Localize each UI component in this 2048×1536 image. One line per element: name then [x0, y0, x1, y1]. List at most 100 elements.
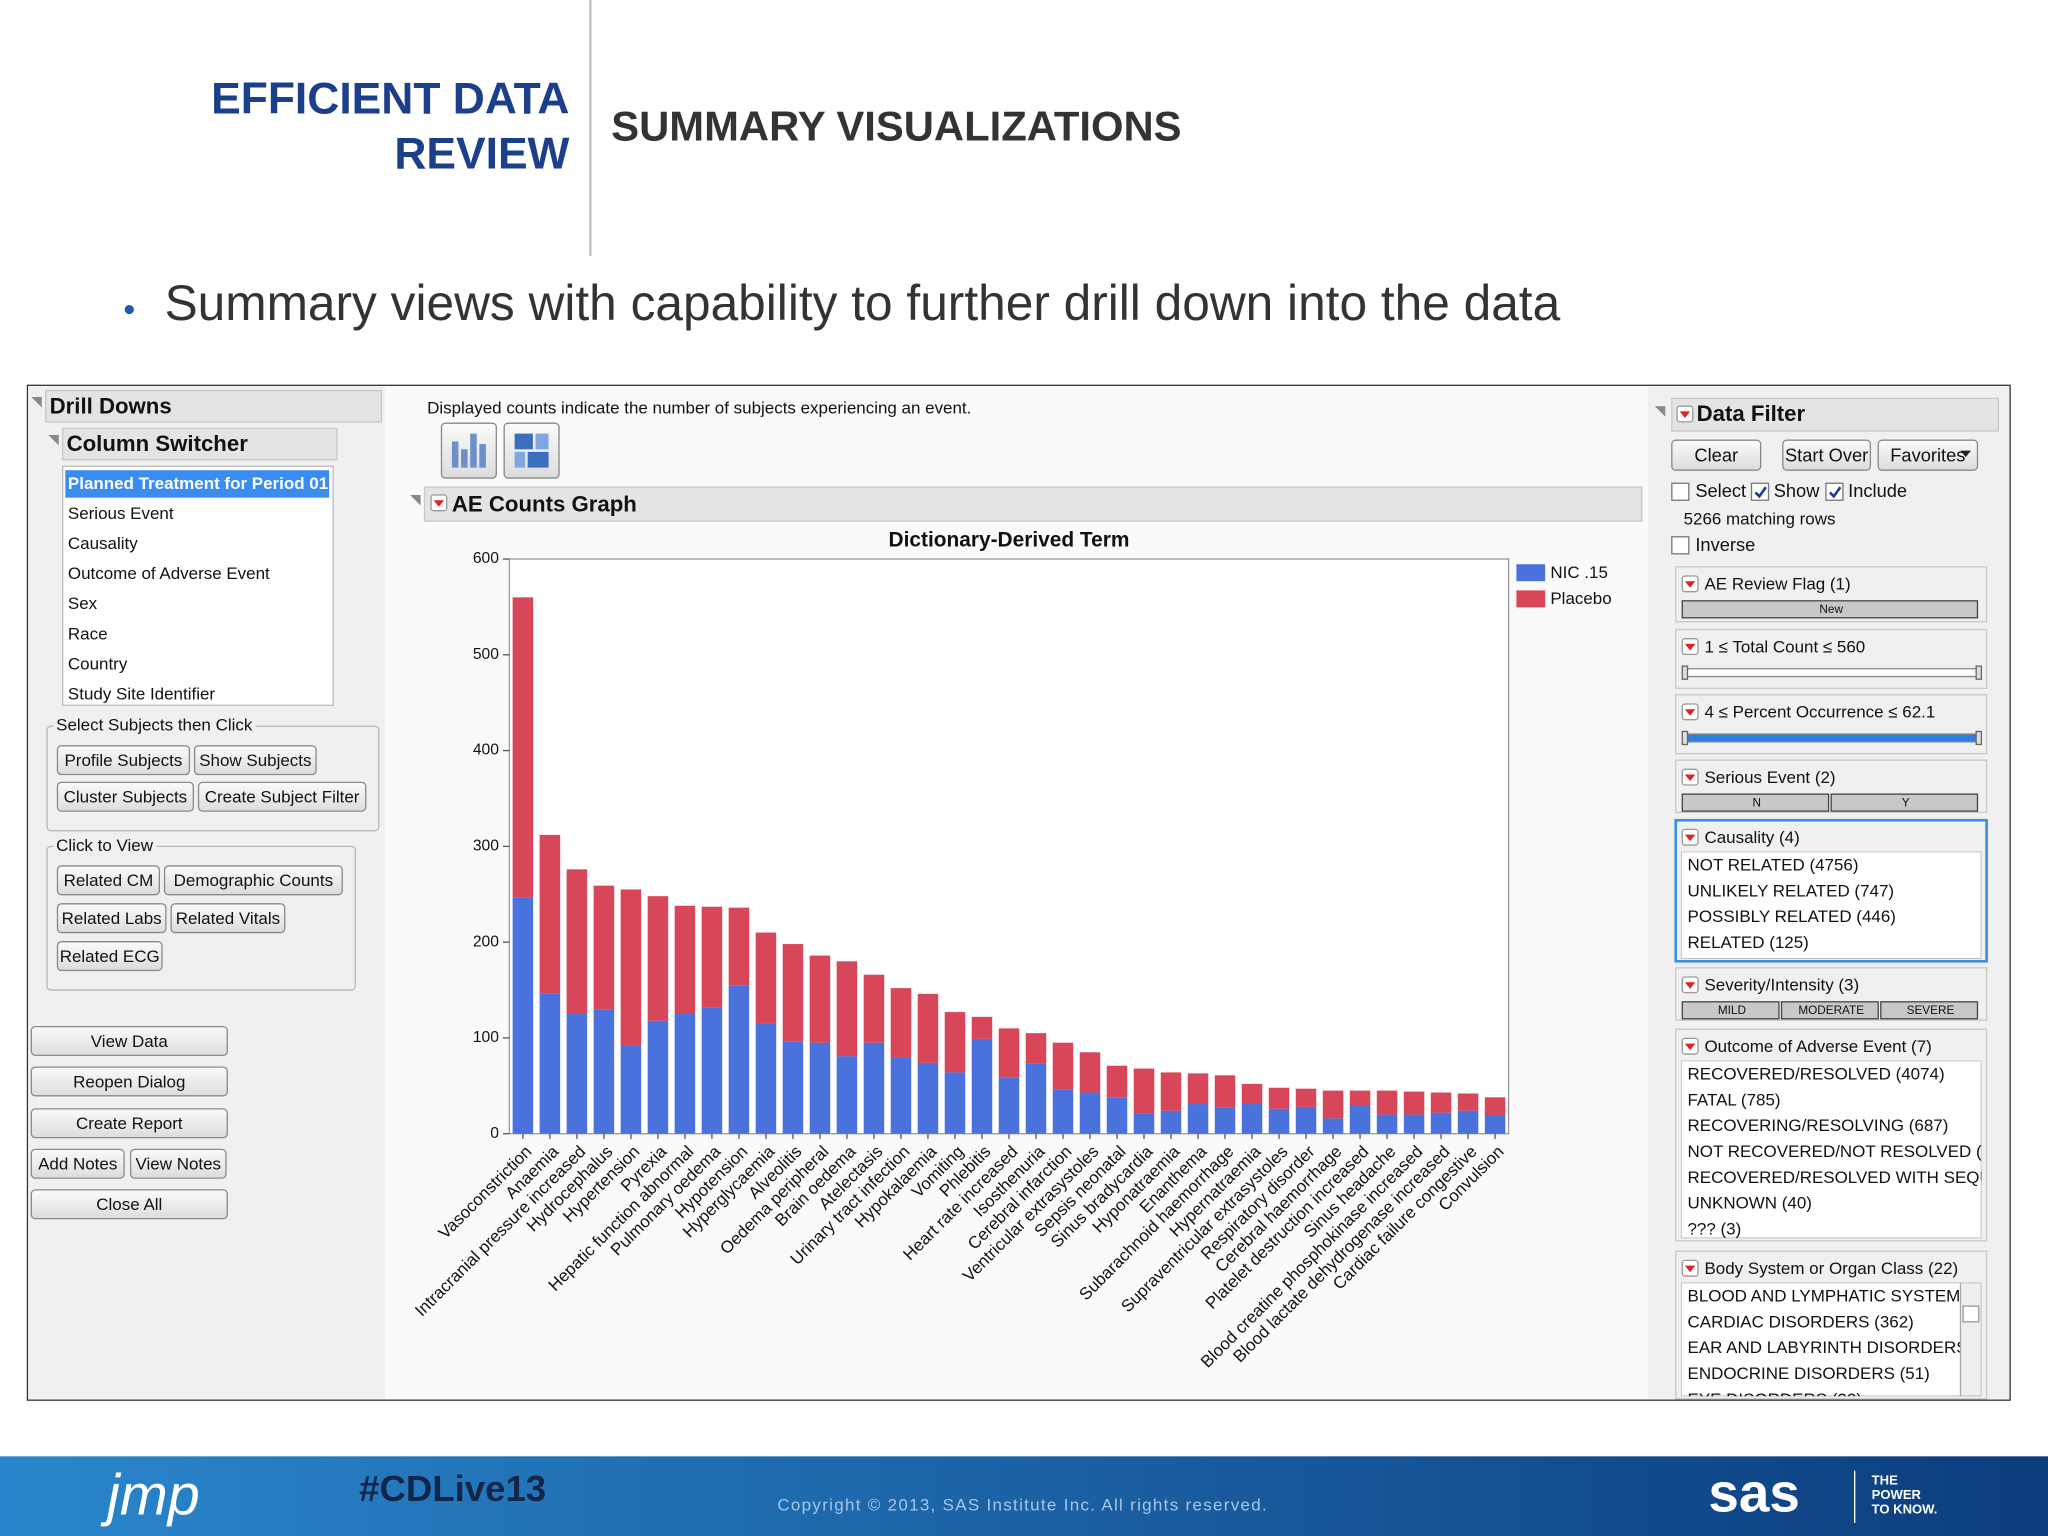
- checkbox[interactable]: [1750, 482, 1770, 501]
- bar-segment: [1160, 1072, 1182, 1111]
- list-viewport: BLOOD AND LYMPHATIC SYSTEM CARDIAC DISORD…: [1680, 1282, 1982, 1397]
- filter-title: Outcome of Adverse Event (7): [1704, 1037, 1931, 1056]
- bar-segment: [674, 905, 696, 1014]
- button[interactable]: Profile Subjects: [56, 745, 191, 776]
- button[interactable]: Related Labs: [56, 903, 167, 934]
- button[interactable]: Demographic Counts: [163, 865, 343, 896]
- slider-handle[interactable]: [1975, 665, 1983, 680]
- bar-segment: [755, 1023, 777, 1134]
- button[interactable]: Clear: [1671, 439, 1762, 471]
- level-label: MODERATE: [1798, 1004, 1864, 1017]
- button-label: Add Notes: [38, 1155, 117, 1174]
- list-item: Race: [68, 624, 108, 643]
- button[interactable]: Cluster Subjects: [56, 781, 194, 812]
- scroll-thumb[interactable]: [1962, 1305, 1980, 1323]
- bar-segment: [1484, 1115, 1506, 1134]
- checkbox[interactable]: [1825, 482, 1844, 501]
- button[interactable]: Add Notes: [30, 1148, 125, 1179]
- bar-segment: [566, 1013, 588, 1134]
- level-button[interactable]: [1681, 600, 1979, 619]
- menu-arrow[interactable]: [433, 500, 445, 507]
- y-tick-label: 0: [490, 1125, 499, 1142]
- bar-segment: [1214, 1107, 1236, 1134]
- bar-segment: [1106, 1065, 1128, 1098]
- section-title: Column Switcher: [67, 431, 249, 456]
- collapse-icon[interactable]: [1654, 406, 1666, 417]
- bar-segment: [701, 906, 723, 1008]
- button[interactable]: Create Subject Filter: [197, 781, 367, 812]
- filter-title: 4 ≤ Percent Occurrence ≤ 62.1: [1704, 703, 1935, 722]
- bar-segment: [809, 1042, 831, 1134]
- slider-handle[interactable]: [1681, 730, 1689, 746]
- bar-chart-icon[interactable]: [440, 422, 497, 479]
- slide-subtitle: SUMMARY VISUALIZATIONS: [611, 102, 1181, 149]
- button[interactable]: Favorites: [1877, 439, 1979, 471]
- bar-segment: [647, 1020, 669, 1134]
- bar-segment: [1349, 1104, 1371, 1134]
- slide-title: REVIEW: [394, 129, 569, 178]
- button[interactable]: Related CM: [56, 865, 160, 896]
- slider-track[interactable]: [1682, 668, 1981, 678]
- filter-item: RELATED (125): [1688, 933, 1809, 952]
- checkbox[interactable]: [1671, 536, 1690, 555]
- section-title: AE Counts Graph: [452, 491, 637, 516]
- bar-segment: [1241, 1104, 1263, 1134]
- filter-item: RECOVERING/RESOLVING (687): [1688, 1116, 1949, 1135]
- level-button[interactable]: [1681, 1001, 1780, 1020]
- bar-segment: [701, 1007, 723, 1134]
- filter-item: CARDIAC DISORDERS (362): [1688, 1312, 1914, 1331]
- button[interactable]: View Notes: [129, 1148, 227, 1179]
- list-item: Sex: [68, 594, 98, 613]
- bar-segment: [1403, 1091, 1425, 1115]
- bar-segment: [998, 1077, 1020, 1134]
- button[interactable]: View Data: [30, 1025, 228, 1056]
- bar-segment: [1160, 1110, 1182, 1134]
- section-title: Drill Downs: [50, 393, 172, 418]
- filter-item: NOT RECOVERED/NOT RESOLVED (2: [1688, 1142, 1992, 1161]
- menu-arrow[interactable]: [1684, 581, 1696, 588]
- menu-arrow[interactable]: [1684, 1265, 1696, 1273]
- filter-title: Causality (4): [1704, 828, 1799, 847]
- button[interactable]: Reopen Dialog: [30, 1066, 228, 1097]
- button[interactable]: Close All: [30, 1189, 228, 1220]
- label-backing: [53, 715, 256, 735]
- slider-handle[interactable]: [1975, 730, 1983, 746]
- button[interactable]: Create Report: [30, 1108, 228, 1139]
- button[interactable]: Start Over: [1782, 439, 1872, 471]
- button[interactable]: Related Vitals: [170, 903, 286, 934]
- treemap-icon[interactable]: [503, 422, 560, 479]
- bar-segment: [971, 1038, 993, 1134]
- button-face: [56, 941, 163, 972]
- menu-arrow[interactable]: [1679, 411, 1691, 418]
- menu-arrow[interactable]: [1684, 709, 1696, 716]
- menu-arrow[interactable]: [1684, 774, 1696, 782]
- menu-arrow[interactable]: [1684, 643, 1696, 651]
- slider-track[interactable]: [1682, 733, 1981, 743]
- button-face: [56, 903, 167, 934]
- check-label: Inverse: [1695, 534, 1755, 555]
- button[interactable]: Show Subjects: [193, 745, 317, 776]
- collapse-icon[interactable]: [410, 495, 421, 506]
- bar-segment: [1025, 1063, 1047, 1134]
- menu-arrow: [1960, 450, 1971, 458]
- bar-segment: [1376, 1090, 1398, 1115]
- button-label: Show Subjects: [199, 751, 311, 770]
- checkbox[interactable]: [1671, 482, 1690, 501]
- level-button[interactable]: [1681, 793, 1830, 812]
- menu-arrow[interactable]: [1684, 834, 1696, 842]
- slider-handle[interactable]: [1681, 665, 1689, 680]
- menu-arrow[interactable]: [1684, 1043, 1696, 1051]
- level-button[interactable]: [1830, 793, 1979, 812]
- scrollbar[interactable]: [1959, 1282, 1982, 1397]
- level-button[interactable]: [1880, 1001, 1979, 1020]
- bar-segment: [1025, 1033, 1047, 1064]
- bar-segment: [1079, 1092, 1101, 1134]
- bar-segment: [539, 993, 561, 1134]
- legend-label: Placebo: [1550, 589, 1611, 608]
- level-button[interactable]: [1780, 1001, 1879, 1020]
- menu-arrow[interactable]: [1684, 982, 1696, 989]
- button[interactable]: Related ECG: [56, 941, 163, 972]
- check-mark: [1754, 486, 1767, 499]
- button-label: Close All: [96, 1195, 162, 1214]
